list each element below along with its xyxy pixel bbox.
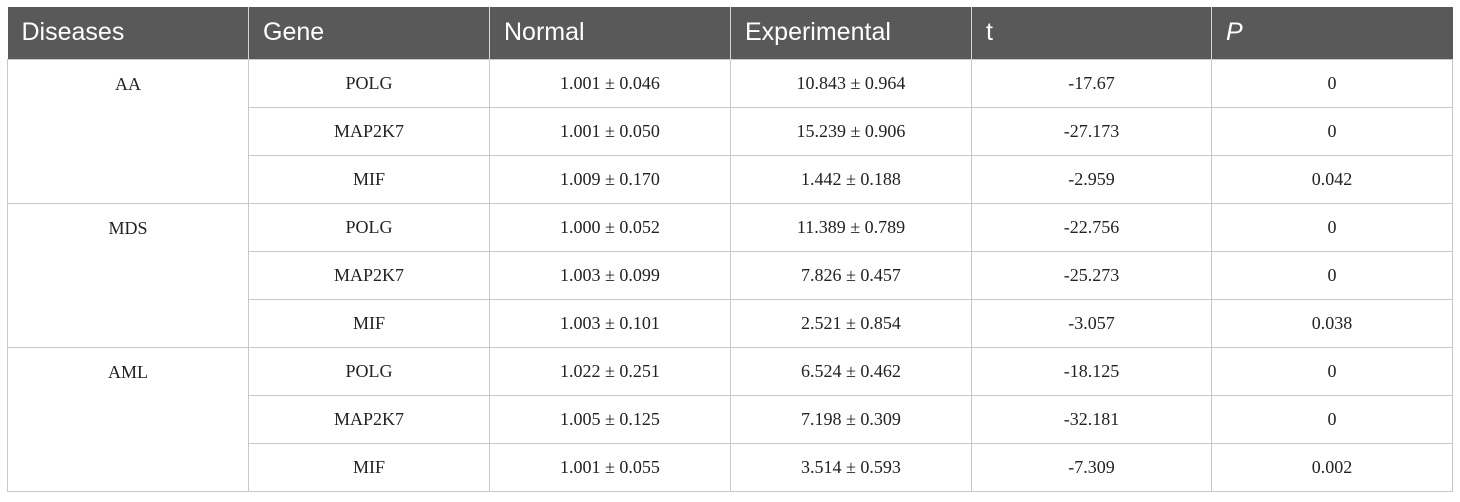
t-cell: -25.273 <box>971 250 1212 300</box>
header-experimental: Experimental <box>730 7 972 59</box>
t-cell: -7.309 <box>971 442 1212 492</box>
disease-cell: MDS <box>7 202 249 348</box>
gene-cell: POLG <box>248 58 490 108</box>
table-body: AA POLG 1.001 ± 0.046 10.843 ± 0.964 -17… <box>7 58 1453 492</box>
experimental-cell: 1.442 ± 0.188 <box>730 154 972 204</box>
gene-cell: POLG <box>248 346 490 396</box>
t-cell: -22.756 <box>971 202 1212 252</box>
gene-cell: MAP2K7 <box>248 106 490 156</box>
disease-cell: AML <box>7 346 249 492</box>
normal-cell: 1.009 ± 0.170 <box>489 154 731 204</box>
normal-cell: 1.022 ± 0.251 <box>489 346 731 396</box>
p-cell: 0.042 <box>1211 154 1453 204</box>
normal-cell: 1.003 ± 0.099 <box>489 250 731 300</box>
gene-cell: MIF <box>248 298 490 348</box>
experimental-cell: 10.843 ± 0.964 <box>730 58 972 108</box>
normal-cell: 1.001 ± 0.046 <box>489 58 731 108</box>
header-normal: Normal <box>489 7 731 59</box>
table-row: MIF 1.009 ± 0.170 1.442 ± 0.188 -2.959 0… <box>8 154 1453 204</box>
p-cell: 0 <box>1211 346 1453 396</box>
p-cell: 0.002 <box>1211 442 1453 492</box>
table-row: MIF 1.003 ± 0.101 2.521 ± 0.854 -3.057 0… <box>8 298 1453 348</box>
experimental-cell: 7.826 ± 0.457 <box>730 250 972 300</box>
table-row: MAP2K7 1.005 ± 0.125 7.198 ± 0.309 -32.1… <box>8 394 1453 444</box>
gene-cell: MAP2K7 <box>248 394 490 444</box>
p-cell: 0 <box>1211 106 1453 156</box>
experimental-cell: 11.389 ± 0.789 <box>730 202 972 252</box>
header-diseases: Diseases <box>7 7 249 59</box>
t-cell: -3.057 <box>971 298 1212 348</box>
header-p: P <box>1211 7 1453 59</box>
t-cell: -17.67 <box>971 58 1212 108</box>
experimental-cell: 3.514 ± 0.593 <box>730 442 972 492</box>
gene-cell: POLG <box>248 202 490 252</box>
experimental-cell: 2.521 ± 0.854 <box>730 298 972 348</box>
p-cell: 0.038 <box>1211 298 1453 348</box>
header-t: t <box>971 7 1212 59</box>
table-row: AA POLG 1.001 ± 0.046 10.843 ± 0.964 -17… <box>7 58 1453 204</box>
normal-cell: 1.000 ± 0.052 <box>489 202 731 252</box>
t-cell: -27.173 <box>971 106 1212 156</box>
data-table: Diseases Gene Normal Experimental t P AA… <box>7 7 1453 492</box>
table-row: MIF 1.001 ± 0.055 3.514 ± 0.593 -7.309 0… <box>8 442 1453 492</box>
table-row: MAP2K7 1.001 ± 0.050 15.239 ± 0.906 -27.… <box>8 106 1453 156</box>
table-header: Diseases Gene Normal Experimental t P <box>7 7 1453 59</box>
gene-cell: MIF <box>248 442 490 492</box>
gene-cell: MAP2K7 <box>248 250 490 300</box>
t-cell: -18.125 <box>971 346 1212 396</box>
p-cell: 0 <box>1211 202 1453 252</box>
table-row: MDS POLG 1.000 ± 0.052 11.389 ± 0.789 -2… <box>7 202 1453 348</box>
header-row: Diseases Gene Normal Experimental t P <box>7 7 1453 59</box>
normal-cell: 1.001 ± 0.055 <box>489 442 731 492</box>
p-cell: 0 <box>1211 394 1453 444</box>
normal-cell: 1.003 ± 0.101 <box>489 298 731 348</box>
experimental-cell: 6.524 ± 0.462 <box>730 346 972 396</box>
normal-cell: 1.005 ± 0.125 <box>489 394 731 444</box>
disease-cell: AA <box>7 58 249 204</box>
gene-cell: MIF <box>248 154 490 204</box>
table-row: AML POLG 1.022 ± 0.251 6.524 ± 0.462 -18… <box>7 346 1453 492</box>
experimental-cell: 15.239 ± 0.906 <box>730 106 972 156</box>
normal-cell: 1.001 ± 0.050 <box>489 106 731 156</box>
header-gene: Gene <box>248 7 490 59</box>
t-cell: -2.959 <box>971 154 1212 204</box>
experimental-cell: 7.198 ± 0.309 <box>730 394 972 444</box>
p-cell: 0 <box>1211 250 1453 300</box>
t-cell: -32.181 <box>971 394 1212 444</box>
p-cell: 0 <box>1211 58 1453 108</box>
